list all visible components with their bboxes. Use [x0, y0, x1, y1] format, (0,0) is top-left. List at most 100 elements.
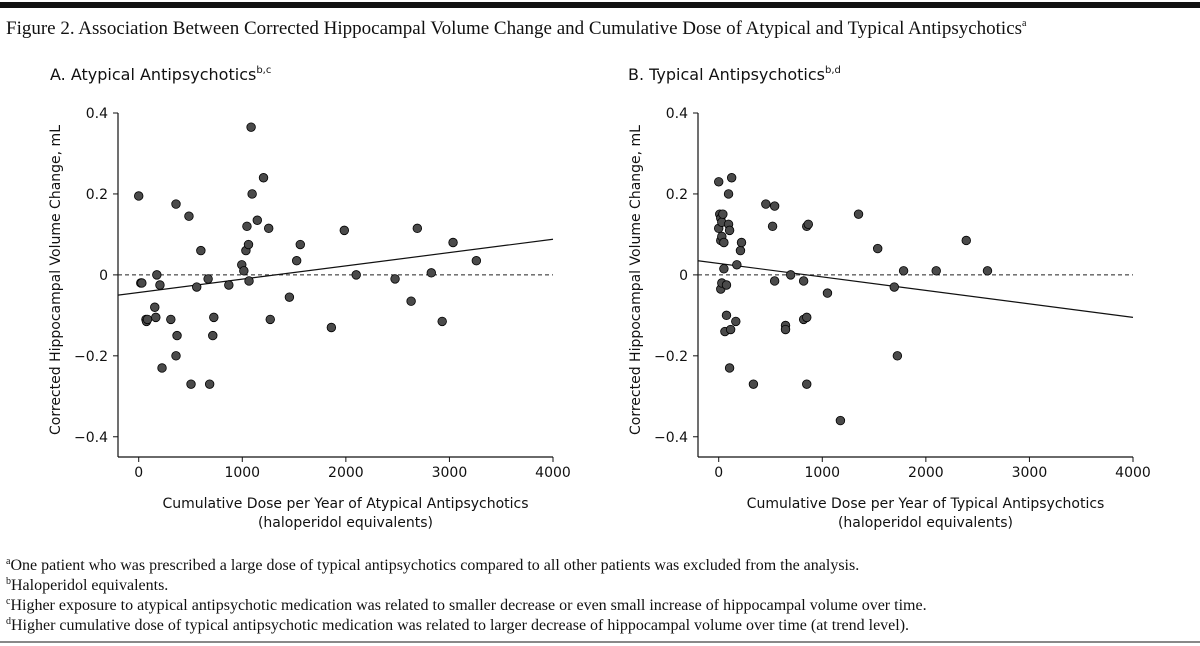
data-point: [732, 260, 742, 270]
data-point: [142, 314, 153, 325]
x-tick-label: 4000: [535, 465, 571, 481]
x-tick-label: 2000: [328, 465, 364, 481]
data-point: [889, 282, 899, 292]
data-point: [735, 245, 746, 256]
y-tick-label: −0.4: [654, 430, 688, 446]
panel-title-text: B. Typical Antipsychotics: [628, 65, 825, 84]
y-tick-label: 0.4: [86, 106, 108, 122]
footnote-text: Higher exposure to atypical antipsychoti…: [10, 597, 926, 614]
y-tick-label: 0: [99, 268, 108, 284]
data-point: [209, 312, 219, 323]
data-point: [718, 209, 728, 219]
y-tick-label: −0.4: [74, 430, 108, 446]
data-point: [150, 302, 160, 312]
panel-title: B. Typical Antipsychoticsb,d: [628, 65, 841, 84]
data-point: [872, 243, 883, 254]
data-point: [798, 276, 809, 286]
y-tick-label: 0: [679, 268, 688, 284]
figure-title: Figure 2. Association Between Corrected …: [6, 18, 1027, 39]
data-point: [171, 199, 181, 209]
footnote-text: One patient who was prescribed a large d…: [10, 557, 859, 574]
data-point: [448, 237, 458, 248]
data-point: [246, 122, 256, 132]
footnote-text: Haloperidol equivalents.: [11, 577, 168, 594]
data-point: [892, 351, 903, 361]
x-tick-label: 0: [714, 465, 723, 481]
data-point: [803, 219, 814, 229]
data-point: [785, 270, 796, 280]
data-point: [295, 239, 305, 250]
y-tick-label: −0.2: [654, 349, 688, 365]
trend-line: [697, 260, 1134, 318]
data-point: [471, 256, 482, 266]
footnote-mark: a: [6, 556, 11, 567]
data-point: [724, 225, 735, 236]
data-point: [155, 280, 165, 290]
data-point: [802, 312, 812, 323]
x-axis-label: (haloperidol equivalents): [838, 515, 1013, 531]
y-axis-label: Corrected Hippocampal Volume Change, mL: [48, 125, 64, 435]
data-point: [961, 235, 971, 246]
panel-title-sup: b,d: [825, 65, 841, 76]
data-point: [780, 324, 791, 335]
data-point: [822, 288, 833, 298]
x-tick-label: 2000: [908, 465, 944, 481]
panel-title: A. Atypical Antipsychoticsb,c: [50, 65, 271, 84]
data-point: [853, 209, 864, 219]
data-point: [719, 237, 729, 248]
x-tick-label: 0: [134, 465, 143, 481]
data-point: [152, 270, 162, 280]
top-rule: [0, 2, 1200, 8]
data-point: [242, 221, 252, 232]
y-tick-label: 0.4: [666, 106, 688, 122]
data-point: [426, 268, 437, 278]
data-point: [731, 316, 741, 327]
y-axis-label: Corrected Hippocampal Volume Change, mL: [628, 125, 644, 435]
data-point: [898, 266, 909, 276]
data-point: [406, 296, 416, 306]
data-point: [243, 239, 254, 250]
footnote-mark: d: [6, 616, 11, 627]
data-point: [351, 270, 361, 280]
x-tick-label: 1000: [224, 465, 260, 481]
data-point: [719, 264, 729, 274]
data-point: [721, 280, 732, 290]
data-point: [725, 324, 736, 335]
data-point: [224, 280, 234, 290]
footnote-mark: c: [6, 596, 11, 607]
data-point: [186, 379, 196, 389]
data-point: [203, 274, 213, 284]
data-point: [326, 322, 337, 333]
data-point: [284, 292, 295, 302]
data-point: [802, 379, 812, 389]
data-point: [137, 278, 147, 288]
data-point: [265, 314, 275, 325]
x-axis-label: Cumulative Dose per Year of Atypical Ant…: [162, 496, 528, 512]
data-point: [736, 237, 747, 248]
panel-title-text: A. Atypical Antipsychotics: [50, 65, 256, 84]
data-point: [982, 266, 993, 276]
data-point: [339, 225, 350, 236]
y-tick-label: −0.2: [74, 349, 108, 365]
data-point: [196, 245, 206, 256]
footnote: aOne patient who was prescribed a large …: [6, 556, 859, 574]
data-point: [208, 330, 218, 341]
footnote: cHigher exposure to atypical antipsychot…: [6, 596, 927, 614]
panel-title-sup: b,c: [256, 65, 271, 76]
x-tick-label: 3000: [1012, 465, 1048, 481]
data-point: [252, 215, 263, 225]
data-point: [244, 276, 254, 286]
data-point: [723, 189, 734, 199]
x-tick-label: 4000: [1115, 465, 1151, 481]
figure-title-text: Figure 2. Association Between Corrected …: [6, 18, 1022, 39]
data-point: [931, 266, 941, 276]
data-point: [748, 379, 759, 389]
data-point: [263, 223, 274, 234]
footnote: dHigher cumulative dose of typical antip…: [6, 616, 909, 634]
data-point: [835, 415, 846, 426]
data-point: [204, 379, 215, 389]
data-point: [172, 330, 182, 341]
x-axis-label: Cumulative Dose per Year of Typical Anti…: [747, 496, 1105, 512]
y-tick-label: 0.2: [666, 187, 688, 203]
